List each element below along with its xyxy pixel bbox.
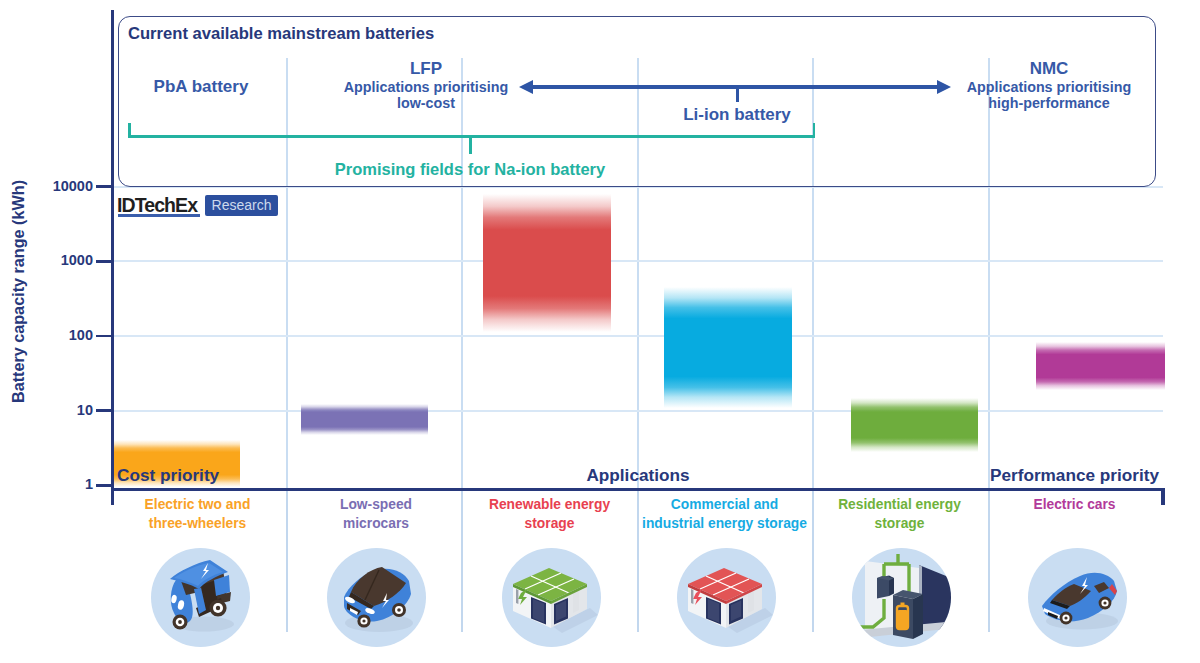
svg-text:IDTechEx: IDTechEx xyxy=(117,194,198,216)
